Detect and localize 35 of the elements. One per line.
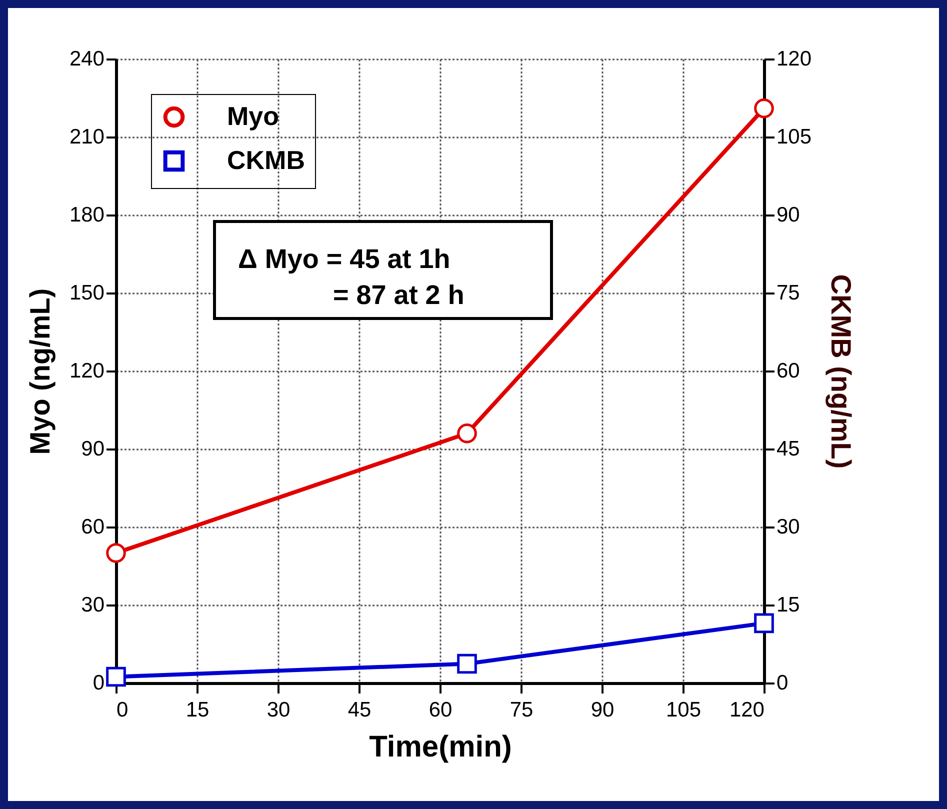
legend-label: Myo — [227, 101, 279, 131]
x-tick-label: 30 — [266, 698, 290, 722]
annotation: Δ Myo = 45 at 1h — [238, 243, 452, 276]
x-tick-label: 0 — [116, 698, 128, 722]
y2-tick-label: 120 — [776, 48, 812, 70]
y2-tick-label: 60 — [776, 360, 800, 382]
x-tick-label: 15 — [186, 698, 210, 722]
y2-tick-label: 30 — [776, 516, 800, 538]
x-tick-label: 75 — [510, 698, 534, 722]
x-tick-label: 90 — [590, 698, 614, 722]
y-tick-label: 60 — [81, 516, 104, 538]
y-tick-label: 0 — [92, 672, 104, 694]
y-tick-label: 210 — [69, 126, 104, 148]
y-tick-label: 120 — [69, 360, 104, 382]
y-tick-label: 30 — [81, 594, 104, 616]
y2-tick-label: 105 — [776, 126, 812, 148]
y-tick-label: 180 — [69, 204, 104, 226]
x-tick-label: 105 — [666, 698, 702, 722]
y2-tick-label: 45 — [776, 438, 800, 460]
y-tick-label: 90 — [81, 438, 104, 460]
x-tick-label: 45 — [348, 698, 372, 722]
y2-tick-label: 75 — [776, 282, 800, 304]
y-tick-label: 240 — [69, 48, 104, 70]
y-axis-title: Myo (ng/mL) — [24, 288, 56, 455]
x-tick-label: 60 — [428, 698, 452, 722]
legend-label: CKMB — [227, 145, 305, 175]
y2-tick-label: 15 — [776, 594, 800, 616]
note-box: Δ Myo = 45 at 1h = 87 at 2 h — [213, 220, 553, 320]
x-axis-title: Time(min) — [369, 730, 512, 764]
y2-tick-label: 0 — [776, 672, 788, 694]
x-tick-label: 120 — [729, 698, 764, 722]
y-tick-label: 150 — [69, 282, 104, 304]
y2-tick-label: 90 — [776, 204, 800, 226]
annotation: = 87 at 2 h — [332, 279, 466, 312]
y2-axis-title: CKMB (ng/mL) — [826, 274, 857, 469]
